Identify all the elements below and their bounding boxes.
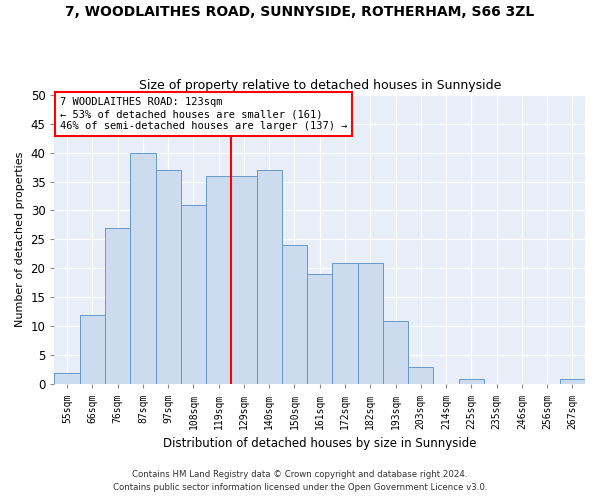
X-axis label: Distribution of detached houses by size in Sunnyside: Distribution of detached houses by size … [163,437,476,450]
Text: 7, WOODLAITHES ROAD, SUNNYSIDE, ROTHERHAM, S66 3ZL: 7, WOODLAITHES ROAD, SUNNYSIDE, ROTHERHA… [65,5,535,19]
Bar [307,274,332,384]
Bar [560,378,585,384]
Bar [358,262,383,384]
Bar [55,373,80,384]
Bar [408,367,433,384]
Bar [282,246,307,384]
Bar [105,228,130,384]
Bar [383,320,408,384]
Bar [80,315,105,384]
Bar [206,176,232,384]
Bar [181,204,206,384]
Bar [155,170,181,384]
Bar [458,378,484,384]
Text: 7 WOODLAITHES ROAD: 123sqm
← 53% of detached houses are smaller (161)
46% of sem: 7 WOODLAITHES ROAD: 123sqm ← 53% of deta… [60,98,347,130]
Bar [332,262,358,384]
Bar [232,176,257,384]
Y-axis label: Number of detached properties: Number of detached properties [15,152,25,327]
Bar [257,170,282,384]
Title: Size of property relative to detached houses in Sunnyside: Size of property relative to detached ho… [139,79,501,92]
Bar [130,152,155,384]
Text: Contains HM Land Registry data © Crown copyright and database right 2024.
Contai: Contains HM Land Registry data © Crown c… [113,470,487,492]
